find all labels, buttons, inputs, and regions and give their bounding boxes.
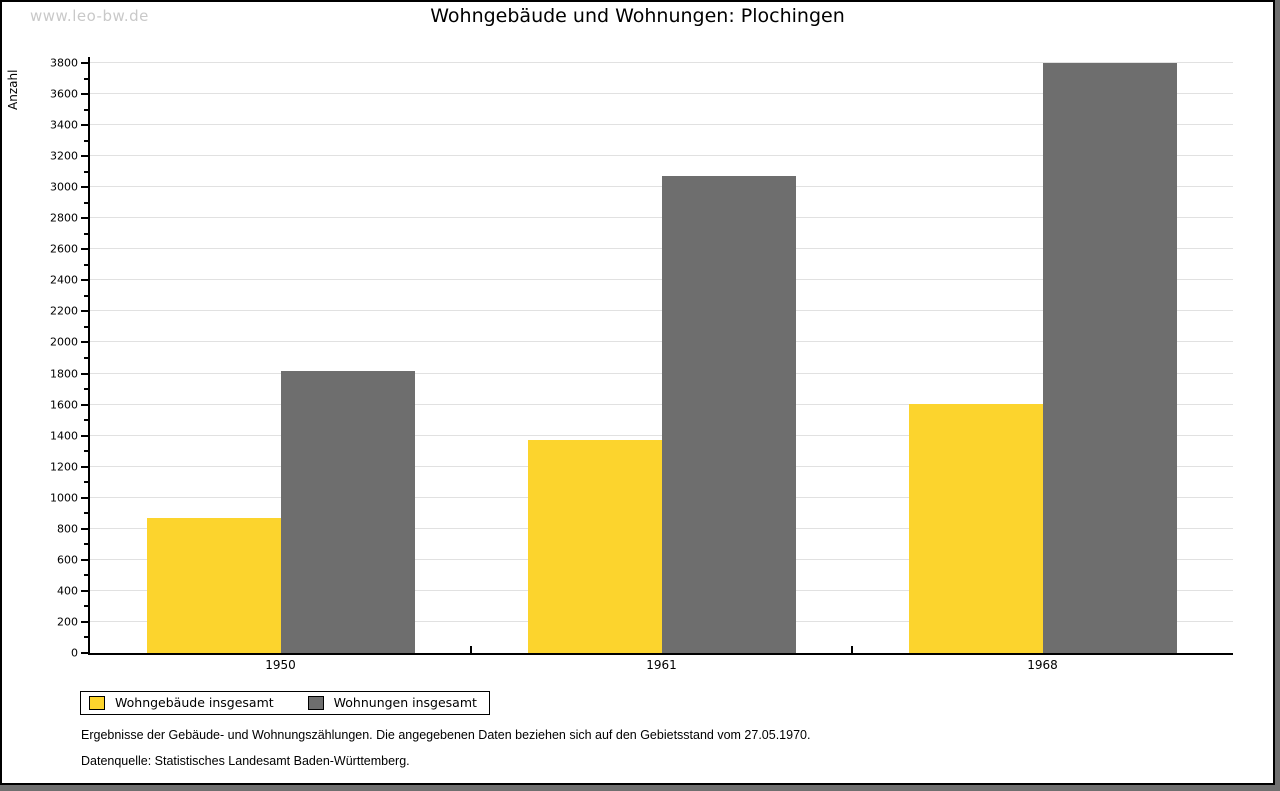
y-minor-tick: [84, 357, 88, 359]
y-minor-tick: [84, 263, 88, 266]
y-major-tick: [81, 496, 88, 499]
y-major-tick: [81, 527, 88, 530]
y-minor-tick: [84, 170, 88, 173]
y-tick-label: 3800: [50, 56, 78, 70]
y-major-tick: [81, 155, 88, 158]
legend: Wohngebäude insgesamt Wohnungen insgesam…: [80, 691, 490, 715]
gridline: [90, 93, 1233, 95]
y-minor-tick: [84, 77, 88, 80]
y-major-tick: [81, 62, 88, 64]
bar-wohngebaeude-1961: [527, 439, 662, 653]
x-axis-line: [88, 653, 1233, 655]
y-minor-tick: [84, 108, 88, 111]
y-major-tick: [81, 279, 88, 282]
y-tick-label: 1600: [50, 398, 78, 412]
y-major-tick: [81, 465, 88, 468]
y-minor-tick: [84, 636, 88, 639]
bar-wohnungen-1968: [1042, 63, 1177, 653]
gridline: [90, 124, 1233, 126]
footer-source: Datenquelle: Statistisches Landesamt Bad…: [81, 754, 410, 768]
y-tick-label: 3600: [50, 87, 78, 101]
y-major-tick: [81, 558, 88, 561]
y-tick-label: 400: [57, 584, 78, 598]
y-minor-tick: [84, 139, 88, 142]
y-tick-label: 1200: [50, 460, 78, 474]
y-major-tick: [81, 341, 88, 344]
y-tick-label: 1400: [50, 429, 78, 443]
bar-wohnungen-1950: [280, 371, 415, 653]
legend-swatch-wohngebaeude: [89, 695, 105, 710]
y-tick-label: 1800: [50, 367, 78, 381]
plot-area: 0 200 400 600 800 1000 1200 1400 1600 1800 2000 220…: [50, 57, 1233, 672]
y-tick-label: 2000: [50, 335, 78, 349]
y-minor-tick: [84, 232, 88, 235]
bar-wohngebaeude-1950: [146, 517, 281, 653]
y-minor-tick: [84, 574, 88, 577]
y-axis-title: Anzahl: [6, 69, 20, 110]
y-tick-label: 2400: [50, 273, 78, 287]
y-minor-tick: [84, 543, 88, 546]
y-tick-label: 3000: [50, 180, 78, 194]
watermark: www.leo-bw.de: [30, 7, 149, 25]
y-minor-tick: [84, 450, 88, 453]
y-major-tick: [81, 186, 88, 189]
y-tick-label: 2800: [50, 211, 78, 225]
y-minor-tick: [84, 325, 88, 328]
y-tick-label: 1000: [50, 491, 78, 505]
legend-item: Wohngebäude insgesamt: [89, 695, 274, 710]
legend-label: Wohnungen insgesamt: [333, 695, 477, 710]
y-axis-line: [88, 57, 90, 655]
legend-label: Wohngebäude insgesamt: [115, 695, 274, 710]
y-major-tick: [81, 403, 88, 406]
legend-item: Wohnungen insgesamt: [307, 695, 477, 710]
y-minor-tick: [84, 294, 88, 297]
y-tick-label: 600: [57, 553, 78, 567]
footer-note: Ergebnisse der Gebäude- und Wohnungszähl…: [81, 728, 811, 742]
y-tick-label: 800: [57, 522, 78, 536]
y-major-tick: [81, 620, 88, 623]
y-major-tick: [81, 248, 88, 251]
x-category-label: 1961: [646, 658, 677, 672]
x-boundary-tick: [851, 646, 853, 653]
y-tick-label: 2600: [50, 242, 78, 256]
y-tick-label: 3400: [50, 118, 78, 132]
y-minor-tick: [84, 481, 88, 484]
x-category-label: 1968: [1027, 658, 1058, 672]
y-major-tick: [81, 589, 88, 592]
y-tick-label: 3200: [50, 149, 78, 163]
page-title: Wohngebäude und Wohnungen: Plochingen: [430, 5, 845, 27]
bar-wohngebaeude-1968: [908, 403, 1043, 653]
y-major-tick: [81, 310, 88, 313]
y-major-tick: [81, 372, 88, 375]
y-minor-tick: [84, 419, 88, 422]
y-tick-label: 2200: [50, 304, 78, 318]
gridline: [90, 62, 1233, 63]
y-major-tick: [81, 217, 88, 220]
y-minor-tick: [84, 605, 88, 608]
x-category-label: 1950: [265, 658, 296, 672]
y-tick-label: 200: [57, 615, 78, 629]
gridline: [90, 155, 1233, 157]
y-minor-tick: [84, 201, 88, 204]
y-major-tick: [81, 124, 88, 127]
y-minor-tick: [84, 388, 88, 391]
y-major-tick: [81, 434, 88, 437]
legend-swatch-wohnungen: [307, 695, 324, 710]
y-major-tick: [81, 652, 88, 654]
x-boundary-tick: [470, 646, 472, 653]
y-minor-tick: [84, 512, 88, 515]
y-major-tick: [81, 93, 88, 96]
y-tick-label: 0: [71, 646, 78, 660]
bar-wohnungen-1961: [661, 176, 796, 653]
